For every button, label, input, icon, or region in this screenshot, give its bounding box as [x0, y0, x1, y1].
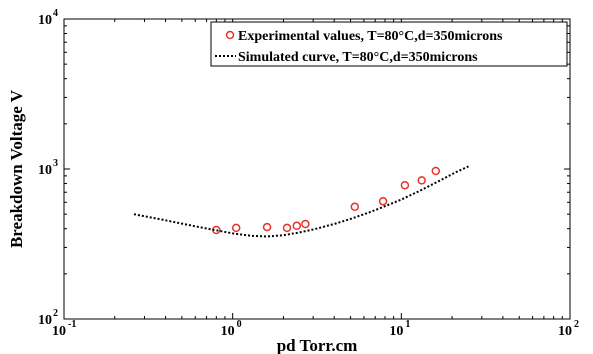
x-tick-label: 10: [389, 324, 403, 339]
experimental-point: [301, 219, 310, 229]
experimental-point: [400, 180, 410, 190]
legend-label-simulated: Simulated curve, T=80°C,d=350microns: [238, 50, 478, 65]
experimental-point: [350, 202, 360, 212]
y-tick-exponent: 4: [53, 8, 58, 19]
x-tick-label: 10: [221, 324, 235, 339]
x-tick-label: 10: [52, 324, 66, 339]
legend: Experimental values, T=80°C,d=350microns…: [210, 21, 568, 67]
y-tick-label: 10: [38, 13, 52, 28]
x-tick-exponent: -1: [68, 319, 76, 330]
x-tick-exponent: 0: [237, 319, 242, 330]
experimental-point: [282, 223, 292, 233]
y-tick-label: 10: [38, 163, 52, 178]
experimental-point: [431, 166, 441, 176]
x-tick-label: 10: [558, 324, 572, 339]
experimental-point: [262, 222, 272, 232]
y-tick-exponent: 3: [53, 158, 58, 169]
experimental-point: [378, 196, 388, 206]
ticks-layer: 10 -1 10 0 10 1 10 210 210 310 4: [38, 8, 579, 339]
legend-marker-experimental: [225, 30, 235, 40]
experimental-point: [292, 221, 302, 231]
y-tick-exponent: 2: [53, 308, 58, 319]
x-axis-title: pd Torr.cm: [277, 336, 358, 354]
x-tick-exponent: 1: [405, 319, 410, 330]
y-axis-title: Breakdown Voltage V: [7, 89, 26, 248]
experimental-point: [231, 223, 241, 233]
marks-layer: [133, 165, 469, 238]
legend-label-experimental: Experimental values, T=80°C,d=350microns: [238, 29, 503, 44]
y-tick-label: 10: [38, 313, 52, 328]
legend-box: [210, 21, 568, 67]
experimental-point: [417, 176, 426, 185]
x-tick-exponent: 2: [574, 319, 579, 330]
simulated-curve-line: [133, 165, 469, 238]
